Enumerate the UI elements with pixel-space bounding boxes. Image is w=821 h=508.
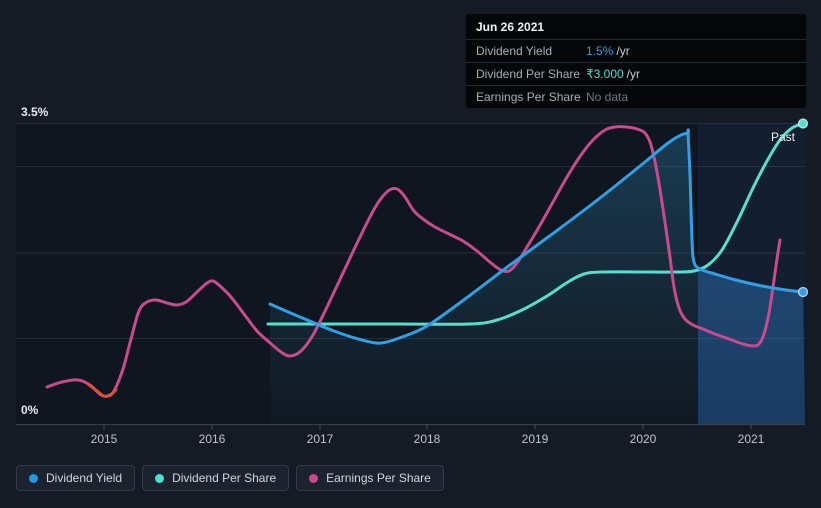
legend-item-dividend-per-share[interactable]: Dividend Per Share — [142, 465, 290, 491]
y-axis-label-top: 3.5% — [21, 105, 49, 119]
earnings-per-share-line — [45, 125, 782, 398]
legend-label: Dividend Per Share — [172, 471, 277, 485]
endpoint-dots — [797, 118, 809, 298]
tooltip-value: No data — [586, 90, 629, 104]
legend-label: Earnings Per Share — [326, 471, 431, 485]
x-axis-label: 2021 — [737, 432, 765, 446]
tooltip-row-dividend-yield: Dividend Yield 1.5% /yr — [466, 39, 806, 62]
tooltip: Jun 26 2021 Dividend Yield 1.5% /yr Divi… — [466, 14, 806, 108]
legend-item-earnings-per-share[interactable]: Earnings Per Share — [296, 465, 444, 491]
dividend-yield-line — [268, 128, 805, 345]
x-axis-label: 2017 — [306, 432, 334, 446]
axis-ticks — [103, 424, 752, 430]
y-axis-label-bottom: 0% — [21, 403, 39, 417]
legend-item-dividend-yield[interactable]: Dividend Yield — [16, 465, 136, 491]
x-axis-label: 2015 — [90, 432, 118, 446]
x-axis-label: 2020 — [629, 432, 657, 446]
tooltip-value: ₹3.000 — [586, 67, 624, 81]
tooltip-date: Jun 26 2021 — [476, 20, 545, 34]
series-endpoint-dot — [797, 286, 809, 298]
past-label: Past — [771, 130, 796, 144]
series-color-dot — [29, 473, 38, 483]
dividend-per-share-line — [266, 122, 805, 326]
series-endpoint-dot — [797, 118, 809, 129]
series-color-dot — [155, 473, 165, 483]
series-color-dot — [309, 473, 319, 483]
tooltip-label: Dividend Yield — [476, 44, 553, 58]
x-axis-label: 2019 — [521, 432, 549, 446]
legend: Dividend Yield Dividend Per Share Earnin… — [16, 465, 444, 491]
x-axis-label: 2018 — [413, 432, 441, 446]
tooltip-suffix: /yr — [626, 67, 641, 81]
dividend-yield-area — [270, 129, 805, 425]
tooltip-label: Earnings Per Share — [476, 90, 581, 104]
tooltip-suffix: /yr — [616, 44, 630, 58]
tooltip-row-dividend-per-share: Dividend Per Share ₹3.000 /yr — [466, 62, 806, 85]
earnings-negative-segment — [86, 382, 118, 398]
tooltip-value: 1.5% — [586, 44, 614, 58]
tooltip-label: Dividend Per Share — [476, 67, 581, 81]
tooltip-row-earnings-per-share: Earnings Per Share No data — [466, 85, 806, 108]
legend-label: Dividend Yield — [46, 471, 123, 485]
x-axis-label: 2016 — [198, 432, 226, 446]
